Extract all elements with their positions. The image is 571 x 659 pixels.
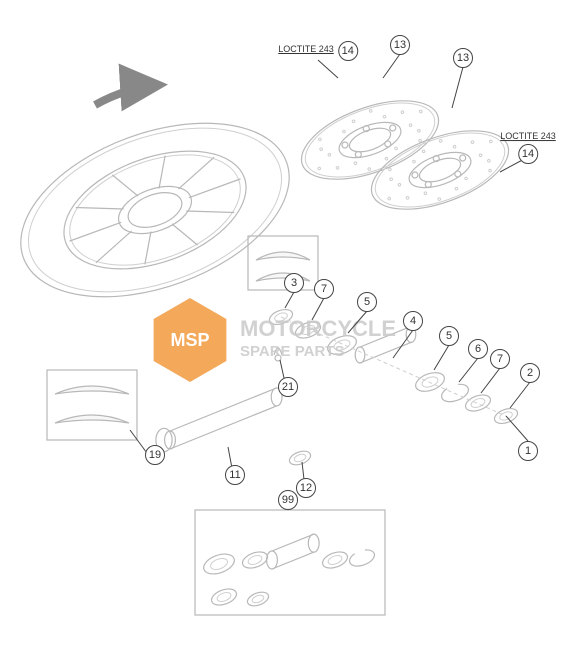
callout-number: 12 xyxy=(296,478,316,498)
loctite-note: LOCTITE 243 xyxy=(278,45,334,55)
watermark-line2: SPARE PARTS xyxy=(240,343,344,360)
callout-5: 5 xyxy=(357,292,377,312)
seal-right xyxy=(463,392,492,414)
front-axle xyxy=(156,388,282,452)
callout-number: 7 xyxy=(314,279,334,299)
callout-14: LOCTITE 243 14 xyxy=(278,41,358,61)
kit-part-4 xyxy=(320,549,349,571)
leader-c13b xyxy=(452,67,463,108)
callout-number: 6 xyxy=(468,339,488,359)
leader-c5b xyxy=(434,345,449,370)
sticker-box-1 xyxy=(47,370,137,440)
callout-13: 13 xyxy=(390,35,410,55)
callout-4: 4 xyxy=(403,311,423,331)
axle-nut xyxy=(288,449,313,468)
leader-c3 xyxy=(285,292,294,308)
front-wheel xyxy=(0,85,313,330)
callout-number: 3 xyxy=(284,273,304,293)
callout-number: 19 xyxy=(145,445,165,465)
leader-c14a xyxy=(318,60,338,78)
callout-number: 14 xyxy=(518,144,538,164)
callout-1: 1 xyxy=(518,441,538,461)
sticker-box-2 xyxy=(248,236,318,290)
leader-c7b xyxy=(481,368,500,393)
callout-number: 4 xyxy=(403,311,423,331)
diagram-stage: MSPMOTORCYCLESPARE PARTS LOCTITE 2431413… xyxy=(0,0,571,659)
brake-disc-1 xyxy=(291,85,448,195)
callout-6: 6 xyxy=(468,339,488,359)
callout-7: 7 xyxy=(490,349,510,369)
callout-number: 11 xyxy=(225,465,245,485)
kit-part-6 xyxy=(209,586,238,608)
brake-disc-2 xyxy=(361,115,518,225)
kit-part-5 xyxy=(348,547,377,569)
callout-21: 21 xyxy=(278,377,298,397)
kit-part-3 xyxy=(267,534,320,569)
callout-number: 2 xyxy=(520,363,540,383)
kit-part-2 xyxy=(240,549,269,571)
callout-12: 12 xyxy=(296,478,316,498)
callout-5: 5 xyxy=(439,326,459,346)
diagram-svg: MSP MOTORCYCLE SPARE PARTS xyxy=(0,0,571,659)
callout-number: 7 xyxy=(490,349,510,369)
callout-2: 2 xyxy=(520,363,540,383)
kit-part-1 xyxy=(201,550,237,577)
watermark-line1: MOTORCYCLE xyxy=(240,316,396,341)
callout-3: 3 xyxy=(284,273,304,293)
callout-13: 13 xyxy=(453,48,473,68)
leader-c13a xyxy=(383,54,400,78)
leader-c6 xyxy=(459,358,478,382)
callout-number: 5 xyxy=(439,326,459,346)
callout-99: 99 xyxy=(278,490,298,510)
callout-19: 19 xyxy=(145,445,165,465)
callout-number: 1 xyxy=(518,441,538,461)
leader-c2 xyxy=(510,382,530,408)
callout-number: 99 xyxy=(278,490,298,510)
loctite-note: LOCTITE 243 xyxy=(500,132,556,142)
watermark-msp: MSP xyxy=(170,330,209,350)
callout-14: LOCTITE 243 14 xyxy=(500,132,556,164)
callout-number: 21 xyxy=(278,377,298,397)
callout-7: 7 xyxy=(314,279,334,299)
callout-number: 13 xyxy=(453,48,473,68)
callout-number: 13 xyxy=(390,35,410,55)
callout-11: 11 xyxy=(225,465,245,485)
repair-kit-box xyxy=(195,510,385,615)
callout-number: 14 xyxy=(338,41,358,61)
callout-number: 5 xyxy=(357,292,377,312)
bearing-right xyxy=(413,369,447,395)
kit-part-7 xyxy=(246,590,271,609)
